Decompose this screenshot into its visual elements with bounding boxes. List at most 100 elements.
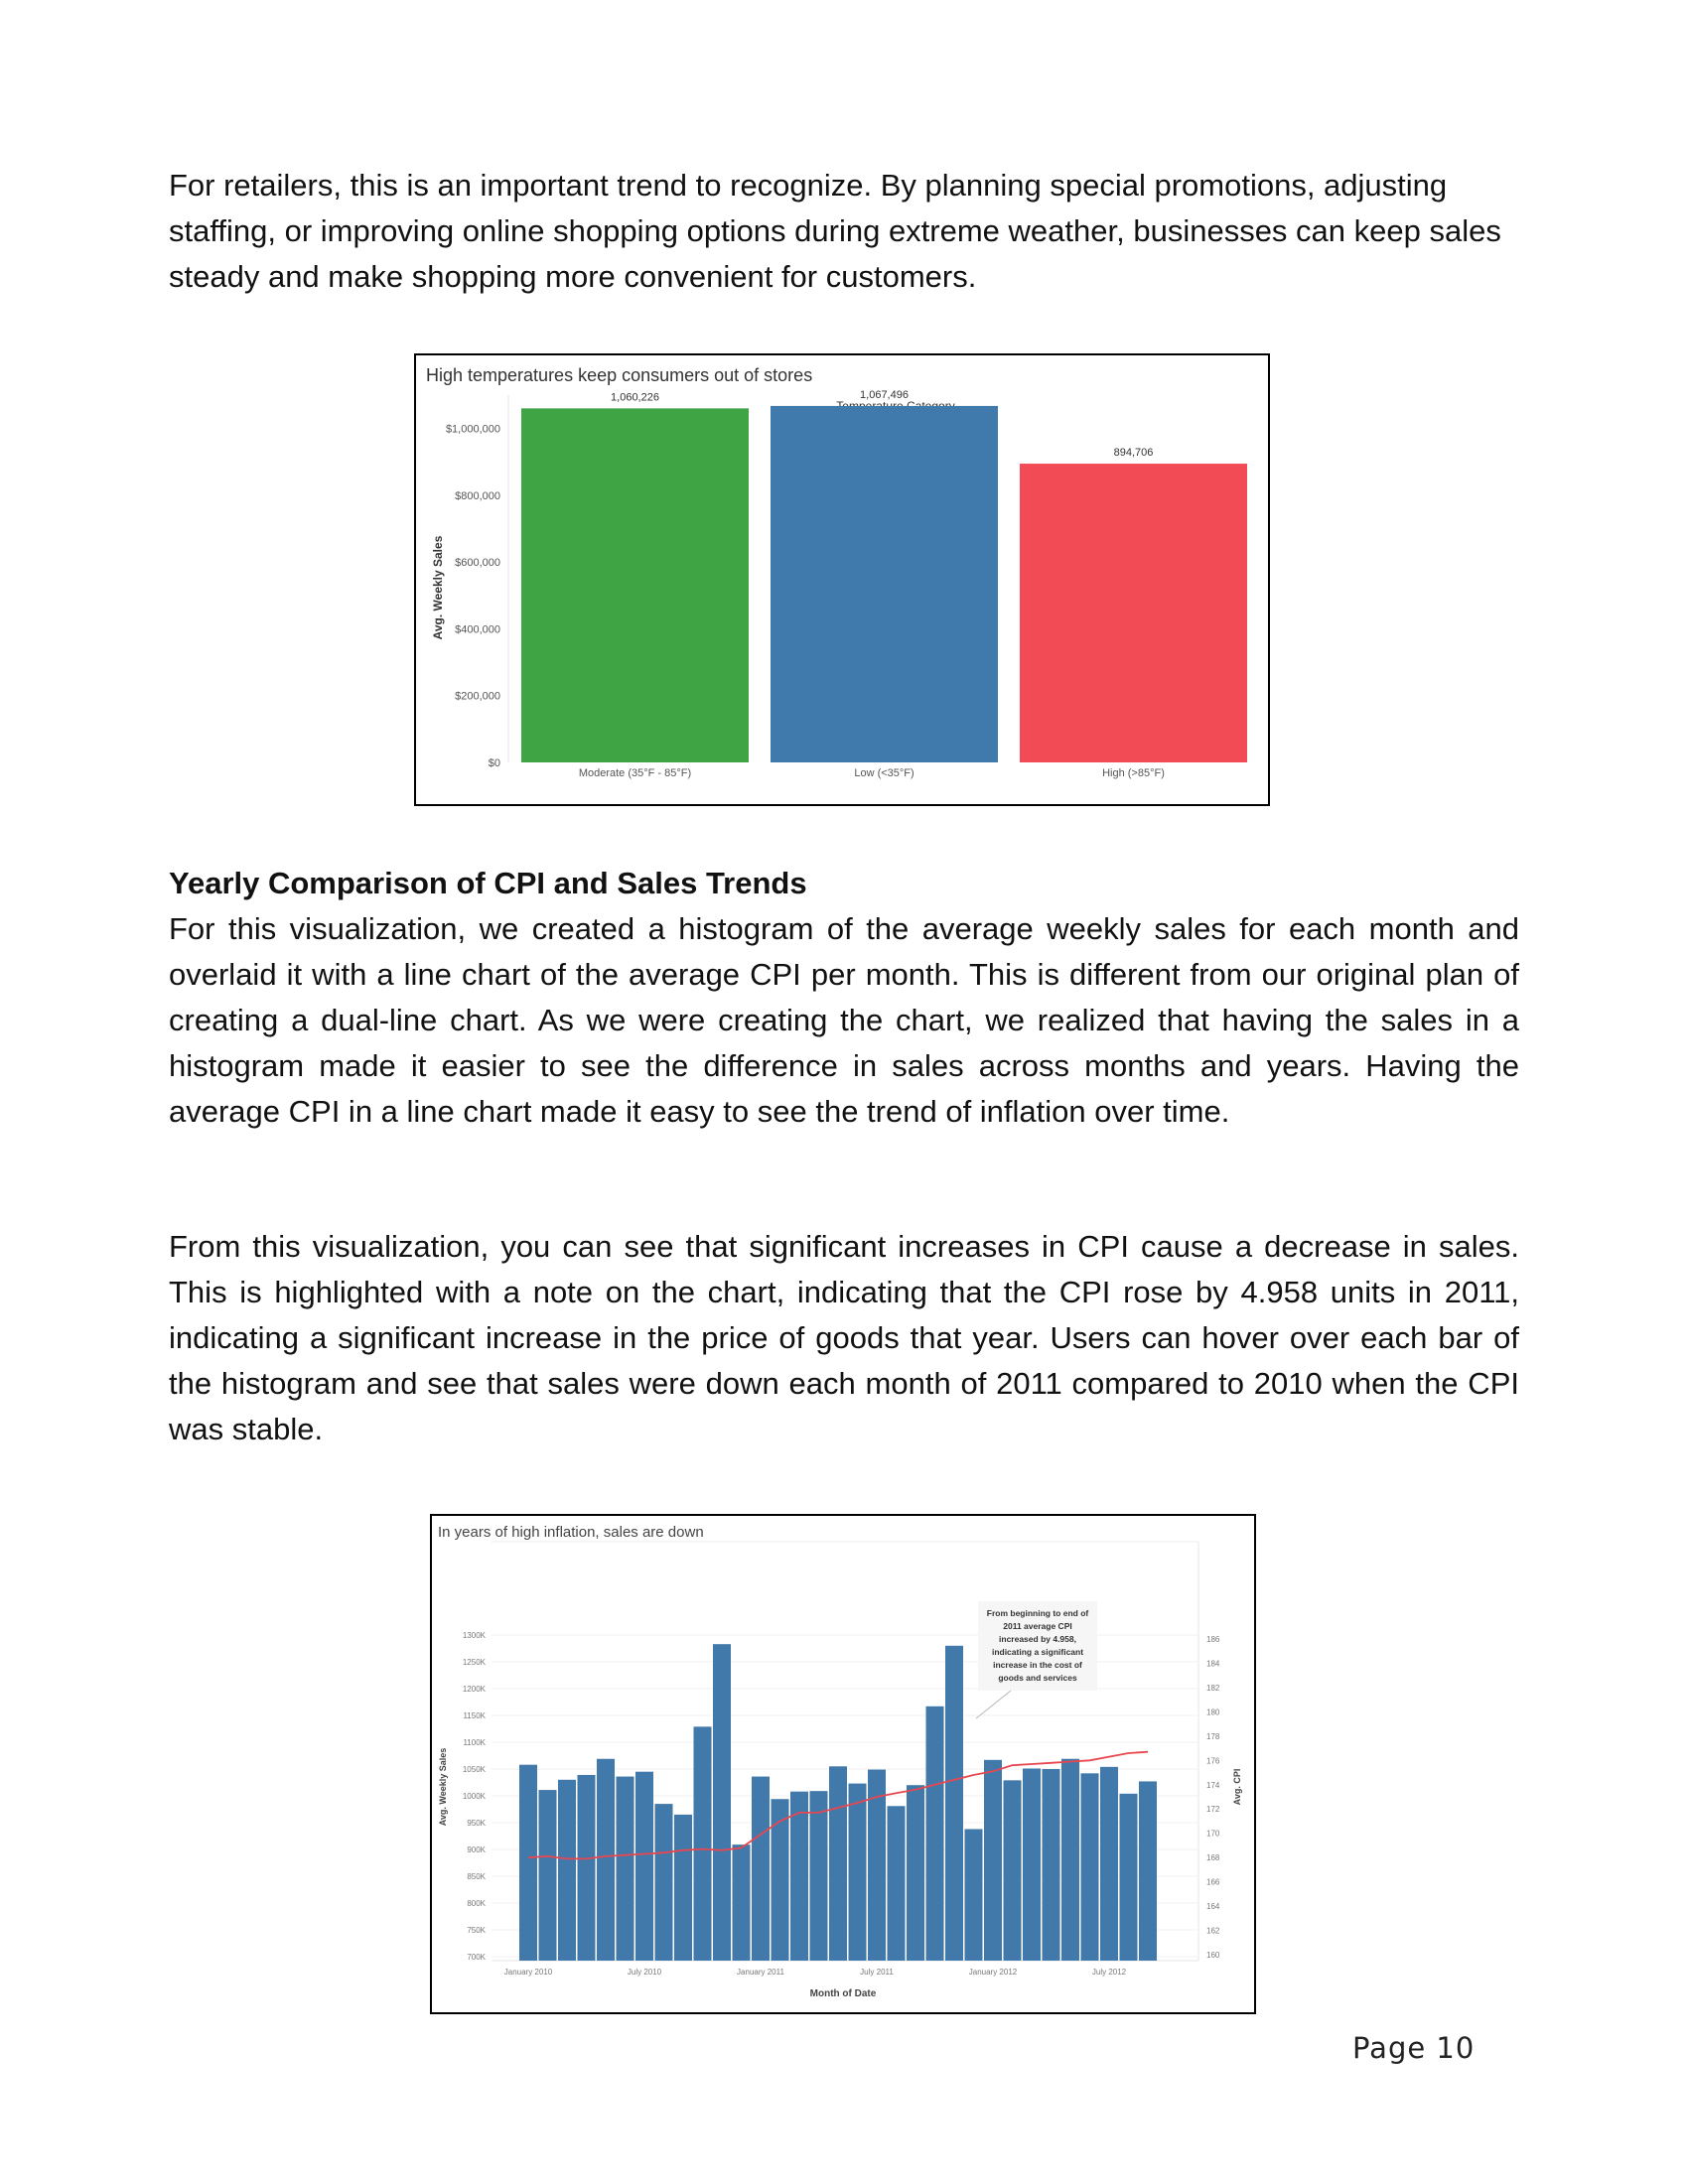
chart1-bar — [521, 408, 749, 762]
chart2-bar — [597, 1758, 615, 1961]
chart2-x-tick-label: January 2011 — [737, 1968, 784, 1977]
chart2-bar — [868, 1769, 886, 1961]
chart2-annotation-box — [978, 1601, 1097, 1691]
chart2-bar — [925, 1706, 944, 1961]
chart2-bar — [752, 1776, 770, 1961]
chart2-y2-tick-label: 186 — [1206, 1635, 1220, 1644]
chart2-y2-tick-label: 164 — [1206, 1902, 1220, 1911]
chart1-y-tick-label: $600,000 — [455, 557, 500, 569]
chart1-y-axis-label: Avg. Weekly Sales — [431, 535, 445, 639]
cpi-chart-svg: In years of high inflation, sales are do… — [438, 1524, 1242, 1999]
chart2-bar — [519, 1764, 537, 1961]
chart2-bar — [829, 1766, 847, 1961]
chart2-bar — [1003, 1780, 1022, 1961]
chart1-y-tick-label: $400,000 — [455, 623, 500, 635]
chart2-y2-tick-label: 172 — [1206, 1805, 1220, 1814]
chart2-bar — [732, 1844, 751, 1961]
chart2-y2-tick-label: 174 — [1206, 1781, 1220, 1790]
chart2-y2-tick-label: 162 — [1206, 1927, 1220, 1936]
chart2-bar — [771, 1799, 789, 1961]
chart2-y2-tick-label: 184 — [1206, 1659, 1220, 1668]
chart2-y-tick-label: 900K — [467, 1845, 486, 1854]
chart2-bar — [907, 1785, 924, 1961]
chart2-y-axis-label: Avg. Weekly Sales — [438, 1748, 448, 1827]
chart1-y-tick-label: $800,000 — [455, 490, 500, 502]
chart2-bar — [538, 1790, 557, 1961]
chart2-bar — [635, 1771, 653, 1961]
chart1-bar — [771, 405, 998, 762]
chart2-bar — [984, 1759, 1002, 1961]
chart1-y-tick-label: $0 — [489, 757, 500, 769]
chart2-annotation-line: From beginning to end of — [987, 1608, 1089, 1618]
chart1-category-label: Low (<35°F) — [854, 767, 914, 779]
chart2-bar — [1042, 1769, 1060, 1961]
chart2-x-tick-label: July 2011 — [860, 1968, 894, 1977]
chart2-bar — [1061, 1758, 1079, 1961]
chart2-bar — [558, 1779, 576, 1961]
chart2-y2-tick-label: 180 — [1206, 1707, 1220, 1716]
chart2-bar — [693, 1726, 712, 1961]
chart2-y2-tick-label: 160 — [1206, 1951, 1220, 1960]
chart2-bar — [654, 1804, 673, 1961]
chart2-annotation-line: increased by 4.958, — [999, 1634, 1076, 1644]
chart2-y2-tick-label: 178 — [1206, 1732, 1220, 1741]
chart2-bar — [674, 1814, 692, 1961]
chart2-y-tick-label: 800K — [467, 1899, 486, 1908]
chart2-y-tick-label: 1050K — [463, 1765, 487, 1774]
chart2-bar — [1100, 1766, 1118, 1961]
chart2-bar — [1139, 1781, 1157, 1961]
chart2-bar — [713, 1644, 731, 1961]
chart2-annotation-line: goods and services — [998, 1673, 1077, 1683]
chart2-title: In years of high inflation, sales are do… — [438, 1524, 704, 1541]
cpi-sales-chart: In years of high inflation, sales are do… — [430, 1514, 1256, 2014]
chart1-bar — [1020, 464, 1247, 762]
chart2-x-tick-label: January 2010 — [504, 1968, 553, 1977]
chart2-y-tick-label: 850K — [467, 1872, 486, 1881]
chart2-y-tick-label: 1300K — [463, 1631, 487, 1640]
page-number: Page 10 — [1352, 2031, 1476, 2065]
chart1-value-label: 1,060,226 — [611, 391, 659, 403]
chart2-x-tick-label: July 2012 — [1092, 1968, 1127, 1977]
chart2-x-axis-label: Month of Date — [810, 1988, 877, 1999]
chart2-annotation-line: increase in the cost of — [993, 1660, 1082, 1670]
chart2-y2-axis-label: Avg. CPI — [1232, 1769, 1242, 1806]
chart2-y-tick-label: 950K — [467, 1819, 486, 1828]
chart1-title: High temperatures keep consumers out of … — [426, 365, 812, 385]
chart1-category-label: High (>85°F) — [1102, 767, 1165, 779]
chart1-value-label: 894,706 — [1114, 447, 1154, 459]
chart2-y2-tick-label: 168 — [1206, 1853, 1220, 1862]
chart2-y-tick-label: 750K — [467, 1926, 486, 1935]
chart1-category-label: Moderate (35°F - 85°F) — [579, 767, 691, 779]
chart2-bar — [964, 1829, 983, 1961]
chart2-bar — [790, 1791, 808, 1961]
chart2-y-tick-label: 1200K — [463, 1685, 487, 1694]
chart2-y-tick-label: 700K — [467, 1953, 486, 1962]
chart2-annotation-line: indicating a significant — [992, 1647, 1083, 1657]
chart2-annotation-pointer — [975, 1690, 1012, 1719]
temperature-chart-svg: High temperatures keep consumers out of … — [426, 365, 1247, 779]
chart1-y-tick-label: $1,000,000 — [446, 424, 500, 436]
chart2-y-tick-label: 1100K — [463, 1738, 486, 1747]
chart2-x-tick-label: January 2012 — [969, 1968, 1018, 1977]
chart2-bar — [887, 1806, 906, 1961]
chart2-annotation-line: 2011 average CPI — [1003, 1621, 1071, 1631]
chart1-value-label: 1,067,496 — [860, 389, 909, 401]
chart2-bar — [1023, 1768, 1041, 1961]
chart2-bar — [1119, 1793, 1138, 1961]
temperature-sales-chart: High temperatures keep consumers out of … — [414, 353, 1270, 806]
chart2-y2-tick-label: 182 — [1206, 1684, 1220, 1693]
paragraph-visualization-description: For this visualization, we created a his… — [169, 911, 1519, 1129]
intro-paragraph: For retailers, this is an important tren… — [169, 168, 1501, 294]
chart2-y2-tick-label: 176 — [1206, 1756, 1220, 1765]
chart2-bar — [616, 1776, 634, 1961]
chart2-y2-tick-label: 166 — [1206, 1878, 1220, 1887]
chart2-y-tick-label: 1000K — [463, 1792, 487, 1801]
chart2-x-tick-label: July 2010 — [628, 1968, 662, 1977]
chart2-bar — [809, 1791, 828, 1961]
chart2-y-tick-label: 1250K — [463, 1658, 487, 1667]
chart2-cpi-line — [527, 1750, 1149, 1860]
chart1-y-tick-label: $200,000 — [455, 691, 500, 703]
paragraph-cpi-findings: From this visualization, you can see tha… — [169, 1229, 1519, 1446]
chart2-bar — [577, 1774, 596, 1961]
chart2-y2-tick-label: 170 — [1206, 1830, 1220, 1839]
